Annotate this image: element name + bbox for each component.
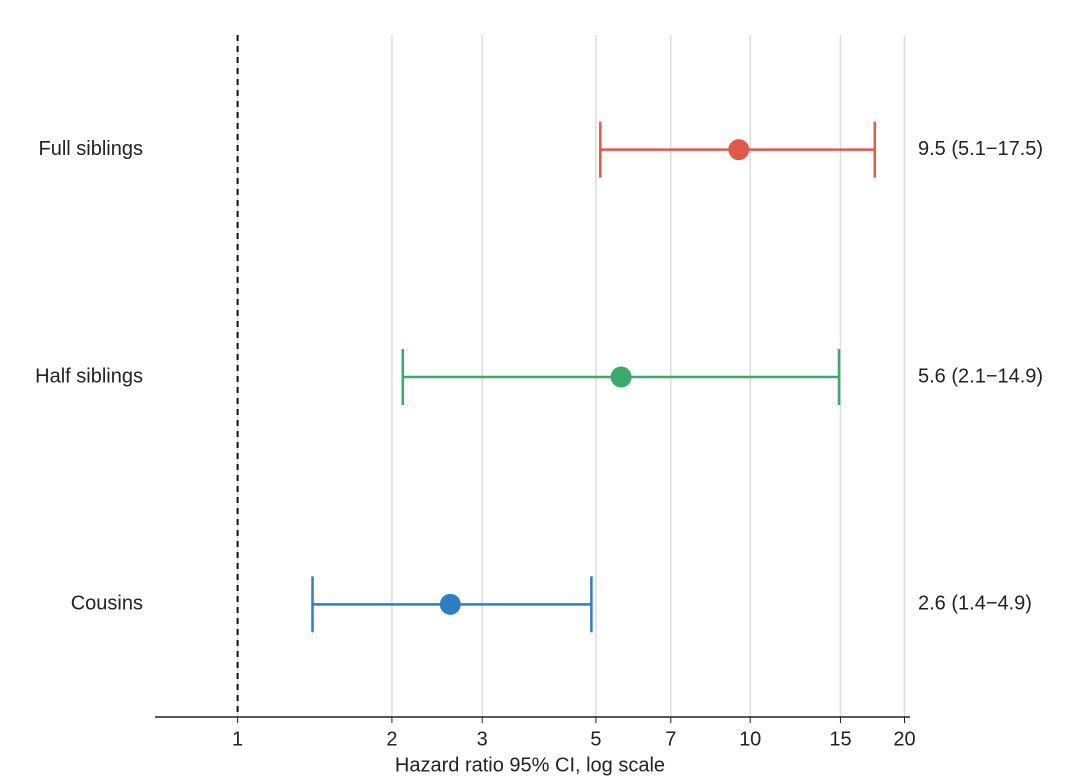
y-tick-label: Full siblings [39, 138, 143, 160]
value-label: 5.6 (2.1−14.9) [918, 365, 1043, 387]
point [728, 139, 750, 161]
x-tick-label: 1 [232, 728, 243, 750]
y-tick-label: Half siblings [35, 365, 143, 387]
x-tick-label: 20 [893, 728, 915, 750]
x-tick-label: 2 [386, 728, 397, 750]
x-axis-label: Hazard ratio 95% CI, log scale [395, 754, 665, 776]
x-tick-label: 7 [665, 728, 676, 750]
value-label: 2.6 (1.4−4.9) [918, 593, 1032, 615]
x-tick-label: 3 [477, 728, 488, 750]
point [610, 366, 632, 388]
x-tick-label: 10 [739, 728, 761, 750]
x-tick-label: 5 [590, 728, 601, 750]
x-tick-label: 15 [829, 728, 851, 750]
y-tick-label: Cousins [71, 593, 143, 615]
value-label: 9.5 (5.1−17.5) [918, 138, 1043, 160]
point [439, 593, 461, 615]
